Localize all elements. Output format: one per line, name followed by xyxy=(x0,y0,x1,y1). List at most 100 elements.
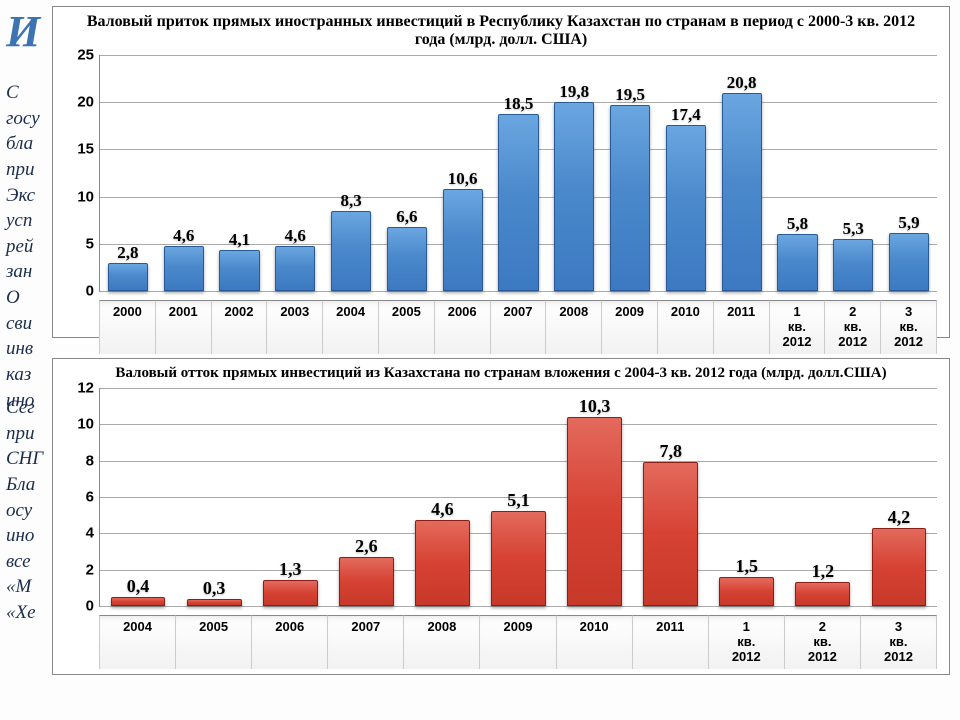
bar-slot: 2,8 xyxy=(100,55,156,291)
bar xyxy=(666,125,706,291)
bg-paragraph-1: СгосублаприЭксуспрейзанОсвиинвказино xyxy=(6,80,40,413)
bar-value-label: 4,6 xyxy=(173,226,194,246)
gridline xyxy=(100,606,937,607)
bar-value-label: 10,6 xyxy=(448,169,478,189)
bar xyxy=(833,239,873,291)
x-tick-label: 2010 xyxy=(557,615,633,669)
chart-panel-outflow: Валовый отток прямых инвестиций из Казах… xyxy=(52,358,950,675)
x-tick-label: 2004 xyxy=(99,615,176,669)
y-tick-label: 6 xyxy=(86,489,100,506)
x-tick-label: 2000 xyxy=(99,300,156,354)
bg-paragraph-2: СегприСНГБлаосуиновсе«М«Хе xyxy=(6,395,43,626)
y-tick-label: 0 xyxy=(86,283,100,300)
y-tick-label: 12 xyxy=(77,380,100,397)
x-tick-label: 2кв.2012 xyxy=(785,615,861,669)
bar-value-label: 4,2 xyxy=(888,507,911,528)
bars-group: 0,40,31,32,64,65,110,37,81,51,24,2 xyxy=(100,388,937,606)
bar-slot: 1,5 xyxy=(709,388,785,606)
bar-slot: 4,1 xyxy=(212,55,268,291)
bar xyxy=(387,227,427,291)
bar-slot: 5,8 xyxy=(770,55,826,291)
bar xyxy=(554,102,594,291)
x-tick-label: 2007 xyxy=(328,615,404,669)
bar-slot: 18,5 xyxy=(491,55,547,291)
bar-slot: 0,3 xyxy=(176,388,252,606)
bar-slot: 19,5 xyxy=(602,55,658,291)
bar xyxy=(889,233,929,291)
bar-value-label: 5,3 xyxy=(843,219,864,239)
bar-slot: 5,3 xyxy=(825,55,881,291)
bar xyxy=(567,417,622,606)
bar-value-label: 2,6 xyxy=(355,536,378,557)
bar-value-label: 4,1 xyxy=(229,230,250,250)
x-tick-label: 2005 xyxy=(176,615,252,669)
bar-value-label: 8,3 xyxy=(340,191,361,211)
gridline xyxy=(100,291,937,292)
bar-slot: 2,6 xyxy=(328,388,404,606)
bar-value-label: 5,9 xyxy=(898,213,919,233)
x-tick-label: 2005 xyxy=(379,300,435,354)
y-tick-label: 5 xyxy=(86,235,100,252)
bar-value-label: 5,8 xyxy=(787,214,808,234)
bar-value-label: 18,5 xyxy=(504,94,534,114)
y-tick-label: 2 xyxy=(86,561,100,578)
bar-value-label: 1,2 xyxy=(812,561,835,582)
bar xyxy=(108,263,148,291)
bars-group: 2,8 4,6 4,1 4,6 8,3 6,6 10,6 18,5 19,8 19,5 17,4 20… xyxy=(100,55,937,291)
bar-value-label: 19,5 xyxy=(615,85,645,105)
bar-value-label: 4,6 xyxy=(431,499,454,520)
chart2-plot: 0246810120,40,31,32,64,65,110,37,81,51,2… xyxy=(99,388,937,607)
bar-slot: 19,8 xyxy=(546,55,602,291)
bar xyxy=(498,114,538,291)
bar-value-label: 6,6 xyxy=(396,207,417,227)
bar-value-label: 20,8 xyxy=(727,73,757,93)
bar-value-label: 10,3 xyxy=(579,396,611,417)
y-tick-label: 20 xyxy=(77,94,100,111)
x-tick-label: 2кв.2012 xyxy=(825,300,881,354)
bar xyxy=(777,234,817,291)
y-tick-label: 8 xyxy=(86,452,100,469)
bar xyxy=(610,105,650,291)
x-tick-label: 2006 xyxy=(435,300,491,354)
x-tick-label: 2009 xyxy=(480,615,556,669)
bar xyxy=(443,189,483,291)
x-tick-label: 2007 xyxy=(491,300,547,354)
y-tick-label: 10 xyxy=(77,416,100,433)
bar xyxy=(275,246,315,291)
chart1-plot: 05101520252,84,64,14,68,36,610,618,519,8… xyxy=(99,55,937,292)
x-tick-label: 2001 xyxy=(156,300,212,354)
bar-slot: 1,3 xyxy=(252,388,328,606)
chart2-xaxis: 200420052006200720082009201020111кв.2012… xyxy=(99,615,937,669)
bar xyxy=(719,577,774,606)
x-tick-label: 3кв.2012 xyxy=(861,615,937,669)
x-tick-label: 2002 xyxy=(212,300,268,354)
bar-slot: 4,6 xyxy=(267,55,323,291)
bar-slot: 8,3 xyxy=(323,55,379,291)
bar xyxy=(331,211,371,291)
x-tick-label: 2010 xyxy=(658,300,714,354)
bar xyxy=(339,557,394,606)
bar-slot: 4,6 xyxy=(156,55,212,291)
bar-value-label: 5,1 xyxy=(507,490,530,511)
x-tick-label: 2011 xyxy=(714,300,770,354)
bar-value-label: 4,6 xyxy=(285,226,306,246)
bar xyxy=(795,582,850,606)
x-tick-label: 1кв.2012 xyxy=(709,615,785,669)
bar-value-label: 1,3 xyxy=(279,559,302,580)
bar-slot: 5,1 xyxy=(480,388,556,606)
bar-slot: 20,8 xyxy=(714,55,770,291)
bar xyxy=(219,250,259,291)
chart1-xaxis: 2000200120022003200420052006200720082009… xyxy=(99,300,937,354)
y-tick-label: 25 xyxy=(77,47,100,64)
x-tick-label: 2004 xyxy=(323,300,379,354)
y-tick-label: 10 xyxy=(77,188,100,205)
bar xyxy=(263,580,318,606)
bar-slot: 4,2 xyxy=(861,388,937,606)
bar xyxy=(164,246,204,291)
bar-value-label: 0,4 xyxy=(127,576,150,597)
bar xyxy=(415,520,470,606)
bar-value-label: 17,4 xyxy=(671,105,701,125)
bar-slot: 17,4 xyxy=(658,55,714,291)
x-tick-label: 2008 xyxy=(546,300,602,354)
chart-panel-inflow: Валовый приток прямых иностранных инвест… xyxy=(52,6,950,338)
